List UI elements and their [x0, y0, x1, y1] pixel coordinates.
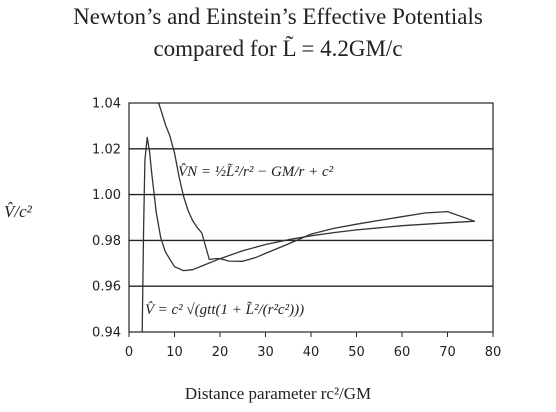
x-tick-label: 30	[257, 345, 274, 360]
x-tick-label: 20	[212, 345, 229, 360]
x-axis-label: Distance parameter rc²/GM	[184, 384, 372, 403]
chart-title-line1: Newton’s and Einstein’s Effective Potent…	[73, 4, 483, 29]
chart-title-line2: compared for L̃ = 4.2GM/c	[153, 36, 403, 61]
y-axis-label: V̂/c²	[4, 202, 32, 221]
y-tick-label: 1.02	[92, 142, 121, 157]
series-lines	[141, 102, 476, 333]
x-tick-label: 60	[394, 345, 411, 360]
x-tick-label: 0	[125, 345, 133, 360]
y-tick-label: 0.96	[92, 280, 121, 295]
x-tick-label: 70	[439, 345, 456, 360]
y-tick-label: 1.00	[92, 188, 121, 203]
axis-ticks: 0.94 0.96 0.98 1.00 1.02 1.04 0 10 20 30 40 50 60 70 8…	[92, 97, 501, 361]
newton-annotation: V̂N = ½L̃²/r² − GM/r + c²	[178, 164, 334, 180]
newton-potential-line	[157, 102, 476, 262]
gridlines	[129, 148, 493, 287]
axes-frame	[128, 102, 494, 333]
y-tick-label: 0.94	[92, 326, 121, 341]
x-tick-label: 80	[485, 345, 502, 360]
x-tick-label: 40	[303, 345, 320, 360]
einstein-annotation: V̂ = c² √(gtt(1 + L̃²/(r²c²)))	[145, 302, 304, 318]
einstein-potential-line	[141, 136, 475, 333]
x-tick-label: 50	[348, 345, 365, 360]
y-tick-label: 1.04	[92, 97, 121, 112]
x-tick-label: 10	[166, 345, 183, 360]
y-tick-label: 0.98	[92, 234, 121, 249]
